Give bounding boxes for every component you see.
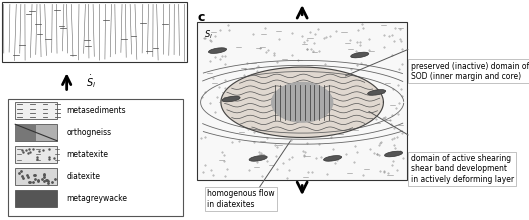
Bar xyxy=(15,168,57,185)
Bar xyxy=(15,146,57,163)
Bar xyxy=(15,124,36,141)
Bar xyxy=(197,22,407,180)
Bar xyxy=(15,102,57,119)
Ellipse shape xyxy=(324,156,342,161)
Text: homogenous flow
in diatexites: homogenous flow in diatexites xyxy=(207,189,275,209)
Text: metatexite: metatexite xyxy=(67,150,108,159)
Text: $\dot{S}_l$: $\dot{S}_l$ xyxy=(86,73,96,90)
Ellipse shape xyxy=(385,151,403,157)
Bar xyxy=(15,190,57,207)
Polygon shape xyxy=(221,67,384,138)
Text: domain of active shearing
shear band development
in actively deforming layer: domain of active shearing shear band dev… xyxy=(411,154,514,184)
Ellipse shape xyxy=(208,48,226,53)
Bar xyxy=(15,124,57,141)
Ellipse shape xyxy=(222,96,240,102)
Bar xyxy=(7,99,183,216)
Bar xyxy=(2,2,187,62)
Ellipse shape xyxy=(351,52,369,58)
Text: metagreywacke: metagreywacke xyxy=(67,194,127,203)
Text: $S_l$: $S_l$ xyxy=(204,29,213,41)
Polygon shape xyxy=(272,82,333,122)
Text: c: c xyxy=(197,11,205,24)
Text: diatexite: diatexite xyxy=(67,172,101,181)
Text: metasediments: metasediments xyxy=(67,106,126,115)
Text: orthogneiss: orthogneiss xyxy=(67,128,112,137)
Text: preserved (inactive) domain of
SOD (inner margin and core): preserved (inactive) domain of SOD (inne… xyxy=(411,62,529,81)
Ellipse shape xyxy=(249,156,267,161)
Ellipse shape xyxy=(368,90,386,95)
